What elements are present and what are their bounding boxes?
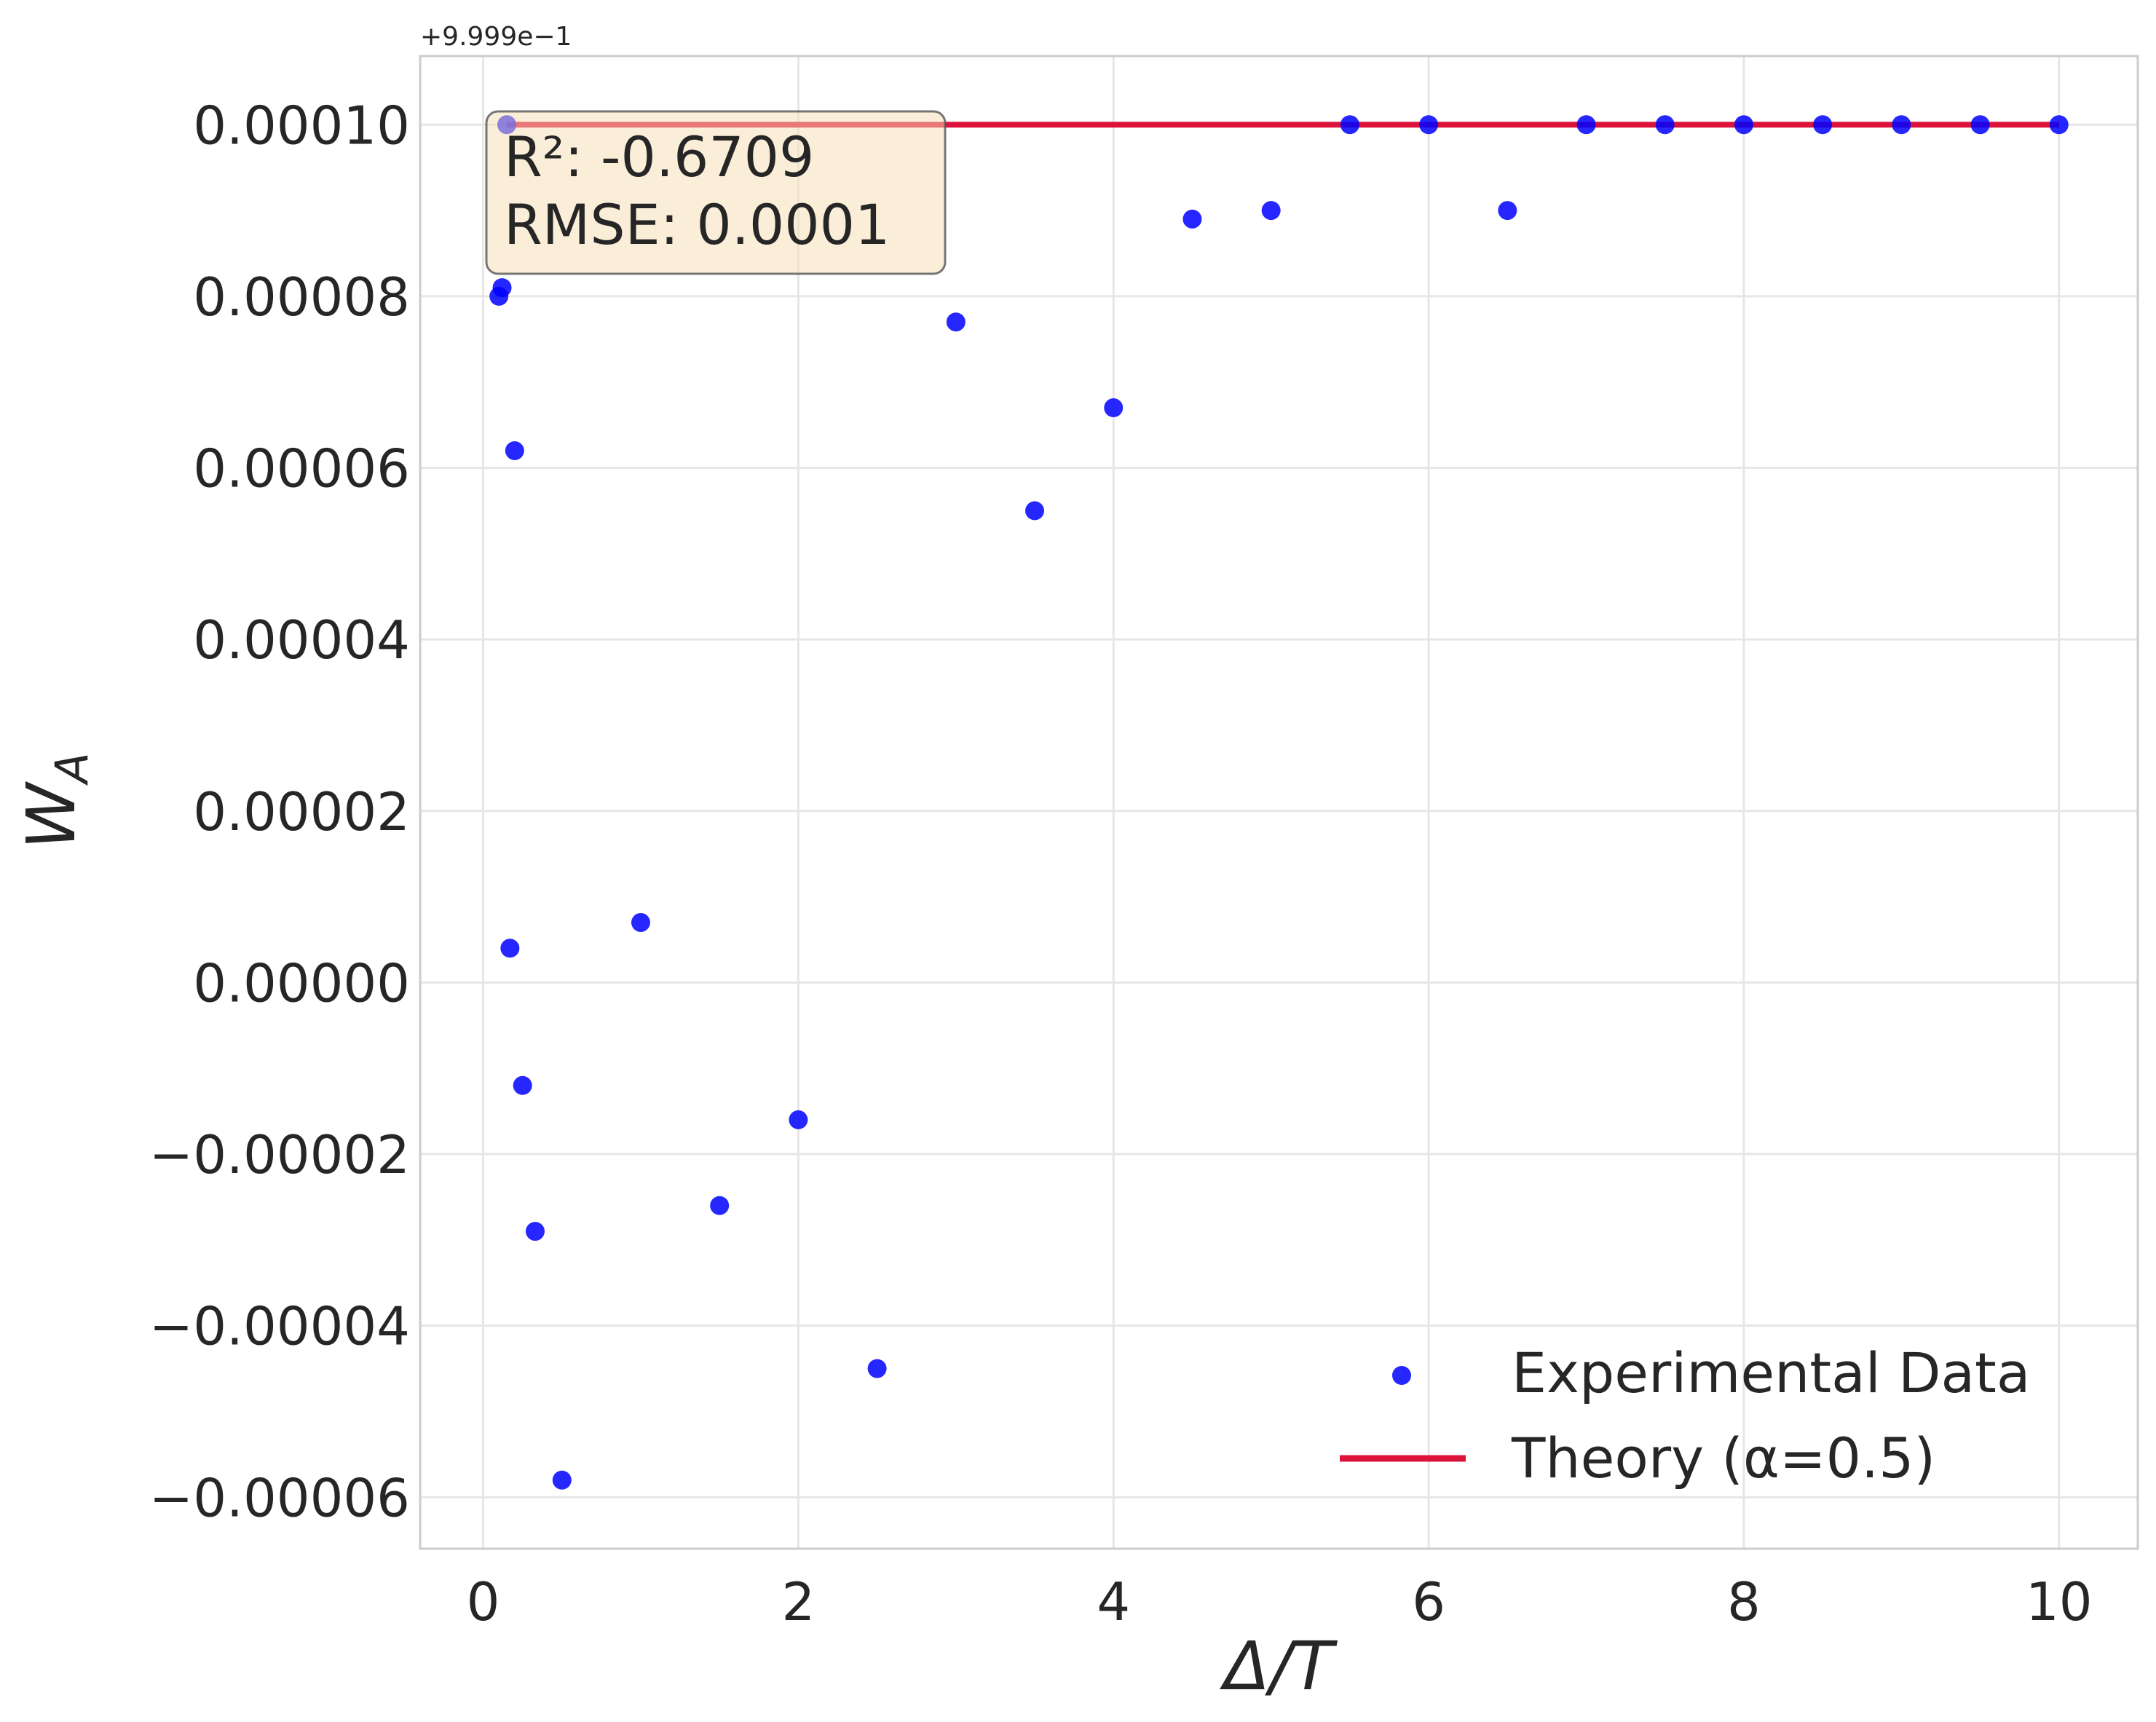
- data-point: [631, 912, 650, 932]
- data-point: [1734, 115, 1753, 135]
- stats-r2: R²: -0.6709: [504, 125, 814, 189]
- data-point: [505, 441, 524, 460]
- stats-box-background: [485, 110, 947, 275]
- y-tick-label: −0.00002: [149, 1124, 410, 1185]
- y-tick-label: 0.00006: [193, 438, 410, 499]
- data-point: [1182, 209, 1202, 229]
- legend-label-theory: Theory (α=0.5): [1511, 1426, 1935, 1490]
- x-tick-label: 0: [467, 1571, 500, 1632]
- y-axis-label: WA: [12, 752, 98, 849]
- legend: Experimental Data Theory (α=0.5): [1340, 1340, 2030, 1490]
- x-axis-label-var: T: [1292, 1627, 1338, 1705]
- y-tick-label: 0.00008: [193, 266, 410, 328]
- y-axis-label-sub: A: [45, 752, 98, 786]
- data-point: [710, 1196, 730, 1215]
- plot-frame: [419, 55, 2139, 1550]
- data-point: [789, 1110, 808, 1129]
- x-tick-label: 10: [2026, 1571, 2093, 1632]
- data-point: [1576, 115, 1596, 135]
- data-point: [1261, 201, 1281, 221]
- stats-box: R²: -0.6709 RMSE: 0.0001: [485, 110, 947, 275]
- legend-marker-experimental: [1392, 1366, 1411, 1385]
- data-point: [1970, 115, 1990, 135]
- y-offset-label: +9.999e−1: [420, 22, 572, 52]
- x-axis-label: Δ/T: [1220, 1627, 1338, 1705]
- data-point: [946, 312, 966, 332]
- data-point: [2049, 115, 2069, 135]
- y-tick-label: 0.00000: [193, 952, 410, 1014]
- x-tick-label: 4: [1097, 1571, 1130, 1632]
- y-tick-label: 0.00004: [193, 609, 410, 671]
- data-point: [552, 1470, 572, 1490]
- x-tick-label: 8: [1727, 1571, 1761, 1632]
- x-axis-label-main: Δ/: [1220, 1627, 1299, 1705]
- data-point: [1025, 501, 1045, 521]
- y-tick-label: 0.00002: [193, 781, 410, 842]
- x-tick-label: 6: [1412, 1571, 1445, 1632]
- stats-rmse: RMSE: 0.0001: [504, 192, 890, 257]
- data-point: [867, 1359, 887, 1378]
- data-point: [1104, 398, 1124, 418]
- data-point: [1340, 115, 1359, 135]
- data-point: [1419, 115, 1439, 135]
- data-point: [525, 1222, 545, 1241]
- x-tick-label: 2: [782, 1571, 816, 1632]
- data-point: [1655, 115, 1675, 135]
- data-point: [1813, 115, 1833, 135]
- tick-labels: 0 2 4 6 8 10 −0.00006 −0.00004 −0.00002 0.00000 0.…: [149, 95, 2093, 1632]
- data-point: [1498, 201, 1517, 221]
- data-point: [513, 1075, 532, 1095]
- data-point: [1892, 115, 1911, 135]
- data-point: [500, 939, 520, 958]
- legend-label-experimental: Experimental Data: [1512, 1340, 2030, 1405]
- y-tick-label: −0.00006: [149, 1467, 410, 1528]
- y-tick-label: −0.00004: [149, 1296, 410, 1357]
- y-tick-label: 0.00010: [193, 95, 410, 156]
- data-point: [492, 278, 512, 298]
- y-axis-label-main: W: [12, 781, 90, 850]
